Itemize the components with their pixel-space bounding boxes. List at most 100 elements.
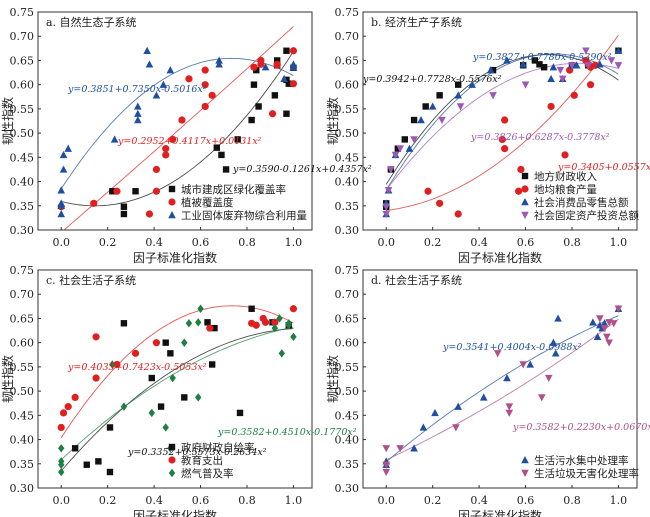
marker-diamond	[271, 323, 279, 333]
marker-square	[455, 81, 462, 88]
x-tick-label: 0.2	[424, 494, 442, 507]
marker-triangle	[468, 80, 476, 88]
marker-triangle-down	[391, 151, 400, 159]
marker-triangle	[168, 211, 176, 219]
marker-square	[213, 144, 220, 151]
marker-triangle	[454, 402, 463, 410]
marker-diamond	[185, 319, 193, 328]
x-tick-label: 0.8	[563, 236, 581, 249]
marker-circle	[57, 423, 65, 432]
x-tick-label: 0.2	[99, 236, 117, 249]
marker-square	[283, 110, 290, 117]
y-tick-label: 0.70	[335, 30, 360, 43]
marker-circle	[424, 187, 432, 195]
fit-curve	[385, 315, 619, 463]
y-tick-label: 0.75	[335, 6, 360, 19]
marker-triangle	[479, 393, 488, 401]
legend-item: 社会固定资产投资总额	[521, 209, 639, 222]
marker-diamond	[290, 332, 297, 342]
fit-equation: y=0.3590-0.1261x+0.4357x²	[232, 164, 372, 175]
marker-triangle	[572, 61, 581, 69]
marker-square	[436, 92, 443, 99]
marker-triangle	[410, 444, 418, 452]
marker-triangle-down	[558, 75, 567, 83]
y-tick-label: 0.75	[10, 6, 35, 19]
marker-circle	[152, 339, 161, 347]
y-axis-title: 韧性指数	[0, 355, 15, 403]
marker-triangle-down	[556, 66, 565, 75]
marker-triangle	[64, 144, 72, 152]
marker-triangle	[486, 66, 495, 74]
marker-circle	[168, 456, 176, 464]
marker-diamond	[58, 457, 65, 466]
marker-square	[248, 116, 255, 124]
marker-triangle	[549, 63, 558, 71]
marker-circle	[436, 199, 444, 207]
marker-square	[271, 92, 279, 99]
y-axis-title: 韧性指数	[325, 355, 340, 403]
marker-square	[222, 166, 230, 173]
marker-circle	[257, 60, 265, 68]
marker-diamond	[285, 321, 292, 330]
marker-circle	[261, 318, 270, 326]
marker-triangle-down	[493, 350, 502, 358]
x-tick-label: 0.8	[238, 236, 256, 249]
y-tick-label: 0.70	[10, 30, 35, 43]
marker-diamond	[278, 349, 286, 358]
legend-label: 地均粮食产量	[534, 183, 597, 196]
marker-diamond	[276, 314, 283, 323]
y-tick-label: 0.45	[335, 151, 360, 164]
marker-triangle	[417, 116, 425, 124]
marker-square	[255, 103, 262, 110]
chart-b: 0.30 0.35 0.40 0.45 0.50 0.55 0.60 0.65 0.70 0.75…	[325, 6, 650, 265]
fit-curve	[63, 26, 294, 230]
marker-triangle	[110, 135, 119, 143]
legend-label: 燃气普及率	[181, 467, 234, 480]
marker-triangle	[215, 60, 223, 68]
marker-circle	[570, 91, 578, 99]
marker-diamond	[58, 444, 65, 453]
x-axis-title: 因子标准化指数	[458, 250, 542, 265]
y-tick-label: 0.55	[335, 361, 360, 374]
y-tick-label: 0.30	[10, 482, 35, 495]
marker-square	[83, 461, 90, 468]
chart-a: 0.30 0.35 0.40 0.45 0.50 0.55 0.60 0.65 0.70 0.75…	[0, 6, 372, 265]
marker-circle	[178, 116, 186, 124]
series-1	[57, 305, 298, 432]
legend-item: 社会消费品零售总额	[521, 196, 629, 209]
marker-circle	[271, 318, 279, 326]
marker-triangle-down	[568, 62, 576, 70]
fit-equation: y=0.4035+0.7423x-0.5053x²	[67, 362, 207, 373]
legend-item: 政府财政自给率	[168, 441, 255, 454]
marker-triangle-down	[384, 187, 393, 195]
panel-title: c. 社会生活子系统	[46, 273, 136, 287]
marker-triangle-down	[603, 333, 611, 341]
marker-square	[531, 57, 539, 64]
y-tick-label: 0.35	[10, 458, 35, 471]
marker-circle	[113, 187, 121, 195]
x-tick-label: 0.0	[377, 236, 395, 249]
marker-circle	[162, 151, 170, 159]
marker-square	[410, 116, 418, 124]
marker-circle	[92, 374, 100, 382]
x-tick-label: 1.0	[285, 236, 303, 249]
y-tick-label: 0.45	[10, 409, 35, 422]
marker-square	[253, 66, 260, 74]
marker-square	[106, 424, 114, 431]
series-3	[382, 47, 623, 219]
marker-diamond	[162, 423, 169, 432]
marker-triangle	[59, 165, 68, 173]
legend-item: 地方财政收入	[521, 170, 597, 183]
marker-circle	[514, 187, 523, 195]
legend-label: 生活垃圾无害化处理率	[534, 467, 639, 480]
marker-triangle-down	[600, 324, 609, 333]
series-1	[382, 305, 623, 477]
marker-triangle	[589, 318, 597, 326]
fit-equation: y=0.3851+0.7350x-0.5016x²	[67, 84, 207, 95]
marker-circle	[71, 393, 79, 402]
x-tick-label: 0.8	[238, 494, 256, 507]
marker-triangle	[554, 314, 562, 322]
marker-triangle-down	[609, 320, 618, 328]
marker-triangle	[57, 186, 66, 194]
plot-frame	[362, 11, 638, 231]
